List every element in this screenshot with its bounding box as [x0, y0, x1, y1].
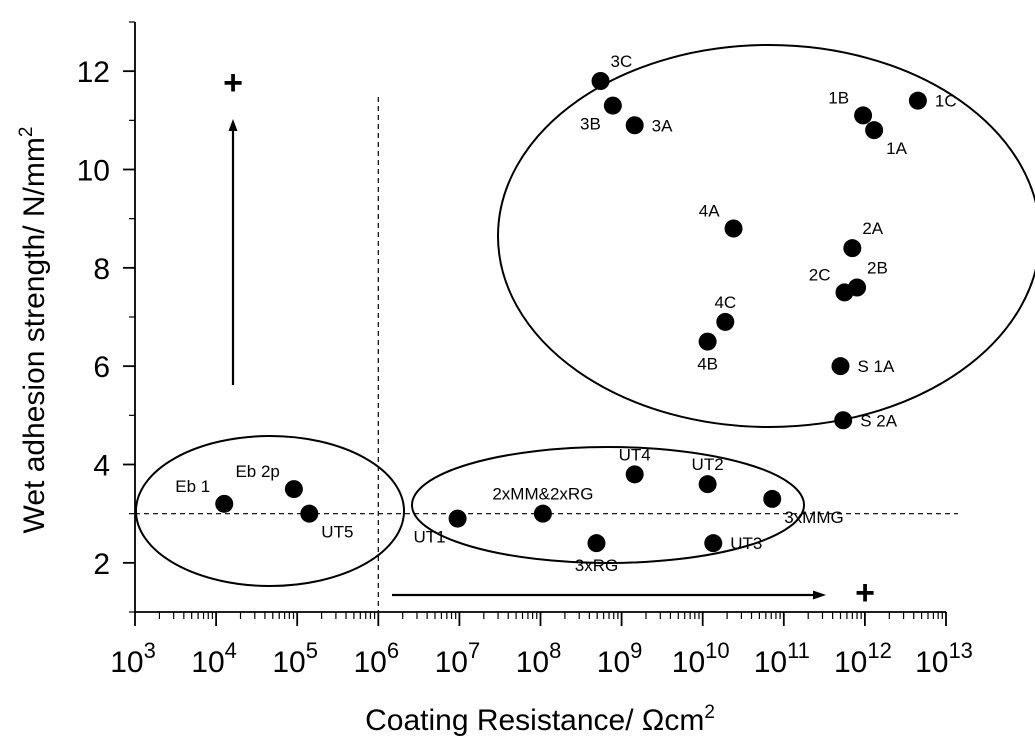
data-point-label: UT3 — [730, 534, 762, 553]
data-point — [448, 509, 467, 528]
data-point-label: 4C — [714, 293, 736, 312]
data-point — [215, 494, 234, 513]
arrow-up-plus: + — [223, 64, 243, 102]
data-point-label: 2B — [867, 259, 888, 278]
data-point — [724, 219, 743, 238]
data-point-label: 4B — [697, 355, 718, 374]
data-point — [848, 278, 867, 297]
y-tick-label: 4 — [93, 450, 110, 483]
x-axis-title: Coating Resistance/ Ωcm2 — [365, 702, 715, 737]
x-tick-label: 106 — [353, 638, 399, 679]
data-point — [865, 121, 884, 140]
data-point-label: UT2 — [692, 455, 724, 474]
x-tick-label: 109 — [597, 638, 643, 679]
y-major-ticks: 2 4 6 8 10 12 — [77, 56, 135, 581]
data-point — [831, 357, 850, 376]
data-point-label: S 1A — [857, 357, 895, 376]
data-point-label: UT1 — [413, 528, 445, 547]
data-point-label: 2C — [809, 265, 831, 284]
group-ellipse-low-resistance — [135, 435, 405, 587]
data-point-label: 2xMM&2xRG — [492, 485, 593, 504]
data-point — [698, 475, 717, 494]
data-point — [591, 72, 610, 90]
data-point-label: 2A — [862, 219, 883, 238]
data-point-label: Eb 1 — [175, 477, 210, 496]
data-point — [763, 489, 782, 508]
y-tick-label: 2 — [93, 548, 110, 581]
data-point-label: 4A — [699, 202, 720, 221]
data-point — [603, 96, 622, 115]
x-tick-label: 1012 — [834, 638, 892, 679]
x-tick-label: 107 — [435, 638, 481, 679]
x-tick-label: 1010 — [672, 638, 730, 679]
group-ellipse-high — [497, 44, 1035, 428]
data-point — [843, 239, 862, 258]
data-point-label: Eb 2p — [235, 462, 279, 481]
x-tick-label: 105 — [272, 638, 318, 679]
x-tick-label: 108 — [516, 638, 562, 679]
data-point-label: 3xMMG — [784, 508, 844, 527]
data-point-label: 3B — [580, 115, 601, 134]
data-point — [698, 332, 717, 351]
data-point-label: 1A — [886, 139, 907, 158]
data-point — [854, 106, 873, 125]
data-point-label: 1C — [935, 92, 957, 111]
data-points — [215, 72, 927, 553]
data-point — [533, 504, 552, 523]
data-point — [716, 312, 735, 331]
point-labels: Eb 1 Eb 2p UT5 UT1 2xMM&2xRG 3xRG UT4 UT2 UT3 3xM… — [175, 52, 956, 575]
y-tick-label: 12 — [77, 56, 110, 89]
data-point-label: UT4 — [619, 445, 651, 464]
data-point — [704, 534, 723, 553]
data-point — [908, 91, 927, 110]
data-point-label: 1B — [828, 88, 849, 107]
arrow-up-head — [228, 119, 238, 131]
y-tick-label: 10 — [77, 155, 110, 188]
y-axis-title: Wet adhesion strength/ N/mm2 — [16, 127, 51, 534]
x-tick-label: 104 — [191, 638, 237, 679]
data-point-label: 3xRG — [575, 556, 618, 575]
arrow-right-plus: + — [855, 574, 875, 612]
data-point — [834, 411, 853, 430]
data-point-label: S 2A — [860, 411, 898, 430]
data-point — [300, 504, 319, 523]
data-point — [625, 465, 644, 484]
y-tick-label: 6 — [93, 351, 110, 384]
data-point — [587, 534, 606, 553]
y-minor-ticks — [129, 21, 135, 613]
x-tick-label: 1011 — [754, 638, 810, 679]
x-major-ticks: 103 104 105 106 107 108 109 1010 1011 1012 1013 — [110, 612, 973, 679]
x-tick-label: 103 — [110, 638, 156, 679]
x-minor-ticks — [158, 612, 943, 619]
data-point-label: UT5 — [321, 523, 353, 542]
data-point-label: 3A — [652, 116, 673, 135]
data-point-label: 3C — [611, 52, 633, 71]
arrow-right-head — [813, 590, 826, 600]
group-ellipse-mid — [411, 446, 805, 564]
data-point — [284, 480, 303, 499]
y-tick-label: 8 — [93, 253, 110, 286]
x-tick-label: 1013 — [915, 638, 973, 679]
data-point — [625, 116, 644, 135]
